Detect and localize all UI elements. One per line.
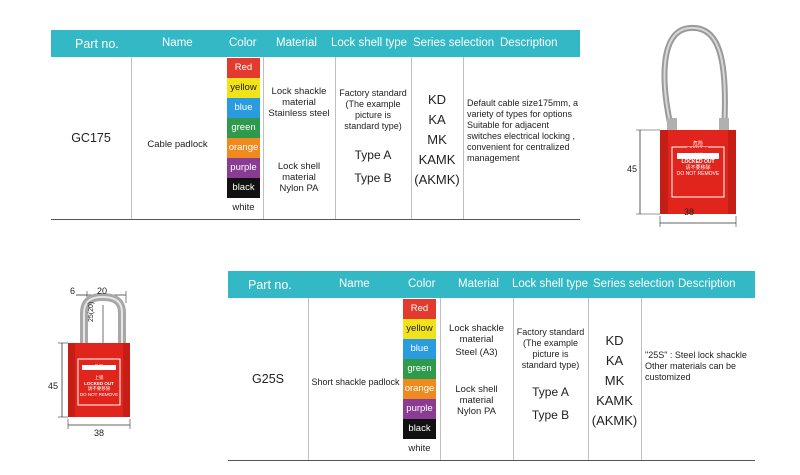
cable-ferrule-right bbox=[719, 118, 729, 134]
product-table-g25s: Part no. Name Color Material Lock shell … bbox=[228, 271, 755, 461]
dim-height: 45 bbox=[627, 164, 638, 174]
cable-padlock-image bbox=[636, 24, 737, 227]
color-green: green bbox=[403, 359, 436, 379]
cable-shackle-highlight bbox=[663, 26, 726, 133]
color-swatches: Red yellow blue green orange purple blac… bbox=[403, 299, 436, 459]
shell-note: Factory standard (The example picture is… bbox=[339, 88, 407, 131]
series-list: KD KA MK KAMK (AKMK) bbox=[591, 333, 638, 428]
material-shell: Lock shell material Nylon PA bbox=[455, 384, 498, 417]
color-black: black bbox=[227, 178, 260, 198]
header-description: Description bbox=[500, 37, 558, 49]
divider bbox=[513, 298, 514, 460]
material-shackle: Lock shackle material Steel (A3) bbox=[449, 323, 504, 358]
divider bbox=[131, 57, 132, 219]
divider bbox=[440, 298, 441, 460]
lock2-label-text: 危险 DANGER 上锁 LOCKED OUT 请不要移除 DO NOT REM… bbox=[79, 364, 119, 397]
color-blue: blue bbox=[403, 339, 436, 359]
dim-height: 45 bbox=[48, 381, 59, 391]
part-no: GC175 bbox=[71, 131, 111, 145]
danger-band bbox=[82, 365, 116, 370]
divider bbox=[463, 57, 464, 219]
divider bbox=[588, 298, 589, 460]
dim-shackle: 25(20) bbox=[88, 301, 95, 322]
table-bottom-line bbox=[228, 460, 755, 461]
table-bottom-line bbox=[51, 219, 580, 220]
color-yellow: yellow bbox=[403, 319, 436, 339]
dim-top: 20 bbox=[97, 286, 108, 296]
description: "25S" : Steel lock shackle Other materia… bbox=[645, 350, 747, 382]
header-lock-shell-type: Lock shell type bbox=[331, 37, 408, 49]
header-part-no: Part no. bbox=[75, 37, 119, 51]
series-list: KD KA MK KAMK (AKMK) bbox=[414, 92, 460, 187]
shell-types: Type A Type B bbox=[354, 148, 392, 185]
color-red: Red bbox=[403, 299, 436, 319]
lock-body-shade bbox=[728, 130, 736, 214]
shell-note: Factory standard (The example picture is… bbox=[516, 327, 585, 370]
divider bbox=[335, 57, 336, 219]
product-name: Short shackle padlock bbox=[311, 377, 400, 387]
dim-top-left: 6 bbox=[70, 286, 76, 296]
cable-ferrule-left bbox=[667, 118, 677, 134]
divider bbox=[641, 298, 642, 460]
header-series-selection: Series selection bbox=[413, 37, 495, 49]
color-green: green bbox=[227, 118, 260, 138]
material-shell: Lock shell material Nylon PA bbox=[277, 161, 321, 194]
divider bbox=[411, 57, 412, 219]
color-swatches: Red yellow blue green orange purple blac… bbox=[227, 58, 260, 218]
header-name: Name bbox=[162, 37, 193, 49]
header-description: Description bbox=[678, 278, 736, 290]
shell-types: Type A Type B bbox=[531, 385, 570, 422]
color-purple: purple bbox=[227, 158, 260, 178]
lock-body-shade bbox=[660, 130, 668, 214]
table-header: Part no. Name Color Material Lock shell … bbox=[228, 271, 755, 298]
color-white: white bbox=[403, 439, 436, 459]
color-orange: orange bbox=[227, 138, 260, 158]
header-material: Material bbox=[276, 37, 317, 49]
color-purple: purple bbox=[403, 399, 436, 419]
table-header: Part no. Name Color Material Lock shell … bbox=[51, 30, 580, 57]
color-orange: orange bbox=[403, 379, 436, 399]
header-lock-shell-type: Lock shell type bbox=[512, 278, 589, 290]
header-name: Name bbox=[339, 278, 370, 290]
color-blue: blue bbox=[227, 98, 260, 118]
color-white: white bbox=[227, 198, 260, 218]
lock1-label-text: 危险 DANGER 上锁 LOCKED OUT 请不要移除 DO NOT REM… bbox=[676, 141, 720, 177]
header-color: Color bbox=[408, 278, 436, 290]
part-no: G25S bbox=[252, 372, 284, 386]
color-red: Red bbox=[227, 58, 260, 78]
short-shackle-padlock-image bbox=[58, 291, 131, 429]
dim-width: 38 bbox=[94, 428, 105, 438]
divider bbox=[308, 298, 309, 460]
color-black: black bbox=[403, 419, 436, 439]
header-series-selection: Series selection bbox=[593, 278, 675, 290]
divider bbox=[263, 57, 264, 219]
danger-band bbox=[677, 153, 719, 159]
material-shackle: Lock shackle material Stainless steel bbox=[268, 86, 330, 119]
dim-width: 38 bbox=[684, 207, 695, 217]
color-yellow: yellow bbox=[227, 78, 260, 98]
header-part-no: Part no. bbox=[248, 278, 292, 292]
product-name: Cable padlock bbox=[147, 139, 208, 150]
header-material: Material bbox=[458, 278, 499, 290]
header-color: Color bbox=[229, 37, 257, 49]
description: Default cable size175mm, a variety of ty… bbox=[467, 98, 579, 163]
product-table-gc175: Part no. Name Color Material Lock shell … bbox=[51, 30, 580, 220]
